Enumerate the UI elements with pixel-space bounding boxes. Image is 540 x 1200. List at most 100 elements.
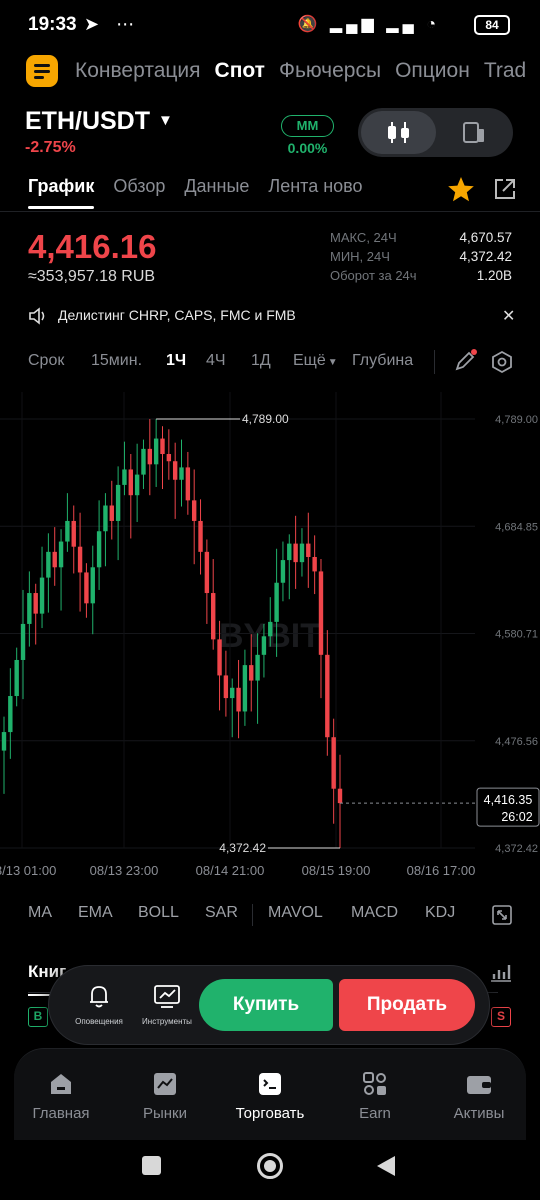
interval-depth[interactable]: Глубина bbox=[352, 352, 414, 369]
nav-assets[interactable]: Активы bbox=[434, 1069, 524, 1122]
top-nav-convert[interactable]: Конвертация bbox=[75, 59, 201, 82]
recents-icon[interactable] bbox=[142, 1156, 161, 1175]
notice-text[interactable]: Делистинг CHRP, CAPS, FMC и FMB bbox=[58, 307, 296, 323]
interval-1d[interactable]: 1Д bbox=[251, 352, 271, 369]
trade-action-bar: Оповещения Инструменты Купить Продать bbox=[48, 965, 490, 1045]
candle-body bbox=[185, 467, 191, 501]
status-notification-icons: ➤ ⋯ bbox=[84, 14, 141, 34]
candle-body bbox=[280, 560, 286, 583]
interval-4h[interactable]: 4Ч bbox=[206, 352, 226, 369]
expand-icon[interactable] bbox=[490, 903, 514, 927]
candle-body bbox=[20, 623, 26, 660]
price-chart[interactable]: BYBIT4,789.004,684.854,580.714,476.564,3… bbox=[0, 392, 540, 892]
candle-body bbox=[103, 505, 108, 532]
candle-body bbox=[58, 541, 64, 568]
pair-selector[interactable]: ETH/USDT ▼ bbox=[25, 107, 173, 136]
tools-button[interactable]: Инструменты bbox=[139, 982, 195, 1026]
candle-body bbox=[242, 665, 248, 712]
nav-earn[interactable]: Earn bbox=[330, 1069, 420, 1122]
candle-body bbox=[261, 636, 267, 655]
tab-underline bbox=[28, 206, 94, 209]
top-nav-trad[interactable]: Trad bbox=[483, 59, 527, 82]
top-nav: Конвертация Спот Фьючерсы Опцион Trad bbox=[75, 59, 540, 83]
interval-15m[interactable]: 15мин. bbox=[91, 352, 143, 369]
interval-1h[interactable]: 1Ч bbox=[166, 352, 187, 369]
candle-body bbox=[268, 621, 273, 637]
x-tick-label: 08/14 21:00 bbox=[196, 863, 265, 878]
candle-body bbox=[153, 438, 159, 465]
top-nav-options[interactable]: Опцион bbox=[395, 59, 470, 82]
candle-body bbox=[198, 520, 203, 552]
indicator-kdj[interactable]: KDJ bbox=[425, 904, 456, 921]
candle-body bbox=[71, 520, 76, 547]
home-button-icon[interactable] bbox=[257, 1153, 283, 1179]
favorite-star-icon[interactable] bbox=[447, 176, 475, 202]
candle-body bbox=[217, 639, 222, 676]
indicator-ema[interactable]: EMA bbox=[78, 904, 113, 921]
caret-down-icon: ▼ bbox=[158, 112, 173, 129]
stat-low-label: МИН, 24Ч bbox=[330, 249, 390, 264]
y-tick-label: 4,684.85 bbox=[495, 521, 538, 533]
top-nav-spot[interactable]: Спот bbox=[214, 59, 265, 82]
alerts-button[interactable]: Оповещения bbox=[71, 982, 127, 1026]
candle-body bbox=[318, 571, 324, 655]
nav-trade-label: Торговать bbox=[235, 1105, 305, 1122]
countdown-label: 26:02 bbox=[501, 810, 532, 824]
candle-body bbox=[325, 654, 330, 738]
tab-chart[interactable]: График bbox=[28, 176, 95, 196]
tools-label: Инструменты bbox=[142, 1017, 192, 1026]
toggle-chart-view[interactable] bbox=[361, 111, 436, 154]
sell-button[interactable]: Продать bbox=[339, 979, 475, 1031]
nav-assets-label: Активы bbox=[453, 1105, 505, 1122]
interval-more[interactable]: Ещё ▼ bbox=[293, 352, 338, 370]
nav-home-label: Главная bbox=[32, 1105, 90, 1122]
buy-button[interactable]: Купить bbox=[199, 979, 333, 1031]
indicator-mavol[interactable]: MAVOL bbox=[268, 904, 323, 921]
interval-bar: Срок 15мин. 1Ч 4Ч 1Д Ещё ▼ Глубина bbox=[0, 350, 540, 374]
x-tick-label: 08/16 17:00 bbox=[407, 863, 476, 878]
orderbook-label[interactable]: Книг bbox=[28, 962, 67, 981]
indicator-sar[interactable]: SAR bbox=[205, 904, 238, 921]
home-icon bbox=[51, 1074, 71, 1094]
candle-body bbox=[337, 788, 343, 804]
share-icon[interactable] bbox=[492, 176, 518, 202]
markets-icon bbox=[154, 1073, 176, 1095]
draw-pen-icon[interactable] bbox=[452, 348, 478, 374]
candle-body bbox=[39, 577, 45, 614]
top-nav-futures[interactable]: Фьючерсы bbox=[278, 59, 382, 82]
candle-body bbox=[90, 567, 95, 604]
nav-home[interactable]: Главная bbox=[16, 1069, 106, 1122]
candle-body bbox=[312, 556, 317, 572]
close-icon[interactable]: ✕ bbox=[502, 308, 516, 325]
tab-data[interactable]: Данные bbox=[184, 176, 250, 196]
tab-overview[interactable]: Обзор bbox=[113, 176, 166, 196]
toggle-book-view[interactable] bbox=[436, 111, 510, 154]
orderbook-tab-underline bbox=[28, 994, 50, 996]
interval-term[interactable]: Срок bbox=[28, 352, 65, 369]
indicator-boll[interactable]: BOLL bbox=[138, 904, 179, 921]
bottom-nav: Главная Рынки Торговать Earn Активы bbox=[14, 1048, 526, 1140]
nav-markets[interactable]: Рынки bbox=[120, 1069, 210, 1122]
back-icon[interactable] bbox=[375, 1154, 397, 1178]
candle-body bbox=[293, 543, 298, 563]
y-tick-label: 4,372.42 bbox=[495, 843, 538, 855]
depth-chart-icon[interactable] bbox=[488, 960, 514, 984]
candle-body bbox=[230, 687, 235, 699]
candle-body bbox=[223, 675, 229, 699]
indicator-ma[interactable]: MA bbox=[28, 904, 52, 921]
mm-value: 0.00% bbox=[287, 140, 328, 156]
last-price: 4,416.16 bbox=[28, 228, 157, 265]
tab-news[interactable]: Лента ново bbox=[268, 176, 363, 196]
indicator-macd[interactable]: MACD bbox=[351, 904, 399, 921]
candle-body bbox=[84, 572, 89, 604]
y-tick-label: 4,789.00 bbox=[495, 414, 538, 426]
nav-trade[interactable]: Торговать bbox=[225, 1069, 315, 1122]
sell-badge: S bbox=[491, 1007, 511, 1027]
candle-body bbox=[249, 665, 254, 681]
low-marker-label: 4,372.42 bbox=[219, 841, 266, 855]
menu-logo-icon[interactable] bbox=[26, 55, 58, 87]
chart-settings-icon[interactable] bbox=[490, 350, 514, 374]
mm-badge[interactable]: MM bbox=[281, 115, 334, 137]
candle-body bbox=[122, 469, 127, 485]
price-rub: ≈353,957.18 RUB bbox=[28, 268, 156, 285]
